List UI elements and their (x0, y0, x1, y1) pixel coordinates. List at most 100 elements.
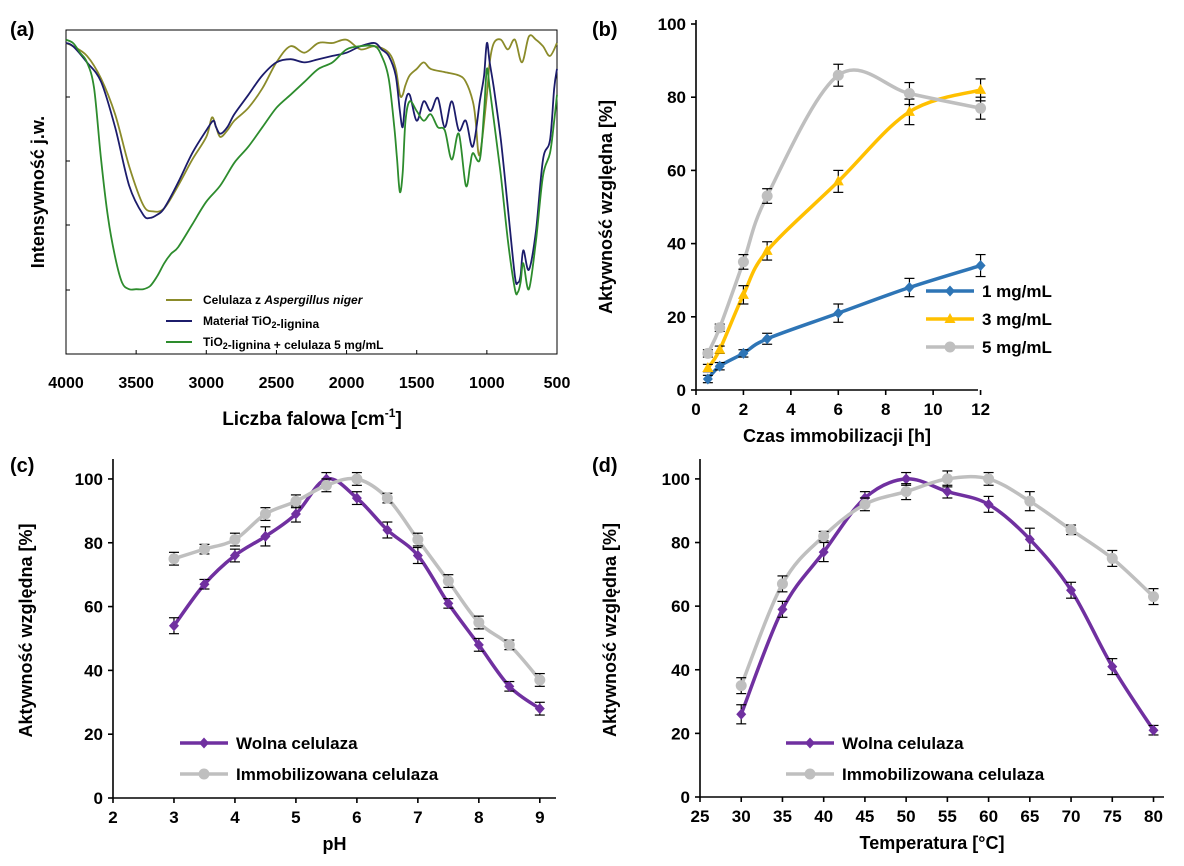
data-point (442, 575, 454, 587)
data-point (818, 546, 829, 558)
data-point (351, 473, 363, 485)
x-tick-label: 4 (230, 808, 240, 827)
legend-0-marker (805, 737, 815, 749)
x-tick-label: 9 (535, 808, 544, 827)
x-axis-title: Liczba falowa [cm-1] (222, 406, 402, 430)
data-point (832, 175, 844, 186)
data-point (1106, 552, 1118, 564)
y-tick-label: 40 (84, 661, 103, 680)
y-tick-label: 60 (84, 598, 103, 617)
x-tick-label: 8 (881, 400, 890, 419)
data-point (761, 190, 773, 202)
y-tick-label: 100 (75, 470, 103, 489)
data-point (1065, 524, 1077, 536)
data-point (702, 347, 714, 359)
x-tick-label: 4000 (48, 375, 84, 392)
data-point (859, 498, 871, 510)
data-point (1024, 533, 1035, 545)
data-point (290, 508, 301, 520)
x-axis-title: pH (323, 834, 347, 854)
x-tick-label: 2000 (329, 375, 365, 392)
legend-label-0: Wolna celulaza (236, 734, 358, 753)
y-axis-title: Aktywność względna [%] (600, 523, 620, 737)
x-tick-label: 6 (352, 808, 361, 827)
x-tick-label: 55 (938, 807, 957, 826)
series-line-1 (739, 474, 1155, 687)
data-point (290, 495, 302, 507)
x-tick-label: 30 (732, 807, 751, 826)
x-tick-label: 60 (979, 807, 998, 826)
data-point (1148, 591, 1160, 603)
data-point (762, 333, 773, 345)
y-axis-title: Aktywność względna [%] (16, 523, 36, 737)
x-tick-label: 65 (1020, 807, 1039, 826)
x-tick-label: 7 (413, 808, 422, 827)
spectrum-line-0 (65, 34, 558, 213)
data-point (1148, 724, 1159, 736)
panel-label-a: (a) (10, 19, 34, 41)
x-tick-label: 50 (897, 807, 916, 826)
y-tick-label: 20 (667, 308, 686, 327)
y-tick-label: 0 (681, 788, 690, 807)
data-point (198, 543, 210, 555)
data-point (443, 597, 454, 609)
data-point (1024, 495, 1036, 507)
x-tick-label: 40 (814, 807, 833, 826)
x-tick-label: 500 (544, 375, 571, 392)
data-point (351, 492, 362, 504)
data-point (903, 88, 915, 100)
x-tick-label: 70 (1062, 807, 1081, 826)
data-point (903, 105, 915, 116)
data-point (412, 550, 423, 562)
panel-label-b: (b) (592, 19, 618, 41)
data-point (260, 530, 271, 542)
series-line-1 (173, 476, 542, 682)
immobilization-time-panel: 0 20 40 60 80 100 0 2 4 6 8 10 12 Czas immobilizacji … (596, 15, 1052, 446)
x-tick-label: 3 (169, 808, 178, 827)
legend-0-marker (945, 285, 955, 297)
data-point (832, 69, 844, 81)
data-point (900, 486, 912, 498)
y-tick-label: 40 (667, 235, 686, 254)
y-axis-title: Aktywność względna [%] (596, 100, 616, 314)
data-point (714, 322, 726, 334)
legend-label-1: Immobilizowana celulaza (236, 765, 439, 784)
data-point (473, 617, 485, 629)
data-point (534, 674, 546, 686)
y-tick-label: 0 (677, 381, 686, 400)
data-point (975, 102, 987, 114)
data-point (503, 639, 515, 651)
y-tick-label: 40 (671, 661, 690, 680)
legend-label-1: 3 mg/mL (982, 310, 1052, 329)
x-tick-label: 5 (291, 808, 300, 827)
temperature-activity-panel: 0 20 40 60 80 100 25 30 35 40 45 50 55 60 65 70 75 80 Temp… (600, 459, 1164, 853)
x-tick-label: 35 (773, 807, 792, 826)
data-point (975, 260, 986, 272)
data-point (702, 362, 714, 373)
legend-1-marker (944, 313, 956, 323)
data-point (320, 479, 332, 491)
data-point (776, 578, 788, 590)
data-point (735, 680, 747, 692)
data-point (534, 703, 545, 715)
legend-0-marker (199, 737, 209, 749)
data-point (942, 486, 953, 498)
data-point (412, 534, 424, 546)
y-tick-label: 20 (84, 725, 103, 744)
legend-label-2: TiO2-lignina + celulaza 5 mg/mL (203, 335, 384, 352)
legend-label-1: Immobilizowana celulaza (842, 765, 1045, 784)
y-tick-label: 80 (667, 88, 686, 107)
x-tick-label: 3500 (118, 375, 154, 392)
y-axis-title: Intensywność j.w. (28, 116, 48, 268)
data-point (229, 550, 240, 562)
y-tick-label: 80 (671, 534, 690, 553)
data-point (229, 534, 241, 546)
legend-label-0: Celulaza z Aspergillus niger (203, 293, 364, 307)
spectrum-line-2 (65, 38, 558, 296)
series-line-0 (739, 477, 1155, 732)
x-tick-label: 75 (1103, 807, 1122, 826)
x-tick-label: 8 (474, 808, 483, 827)
data-point (737, 288, 749, 299)
data-point (738, 347, 749, 359)
